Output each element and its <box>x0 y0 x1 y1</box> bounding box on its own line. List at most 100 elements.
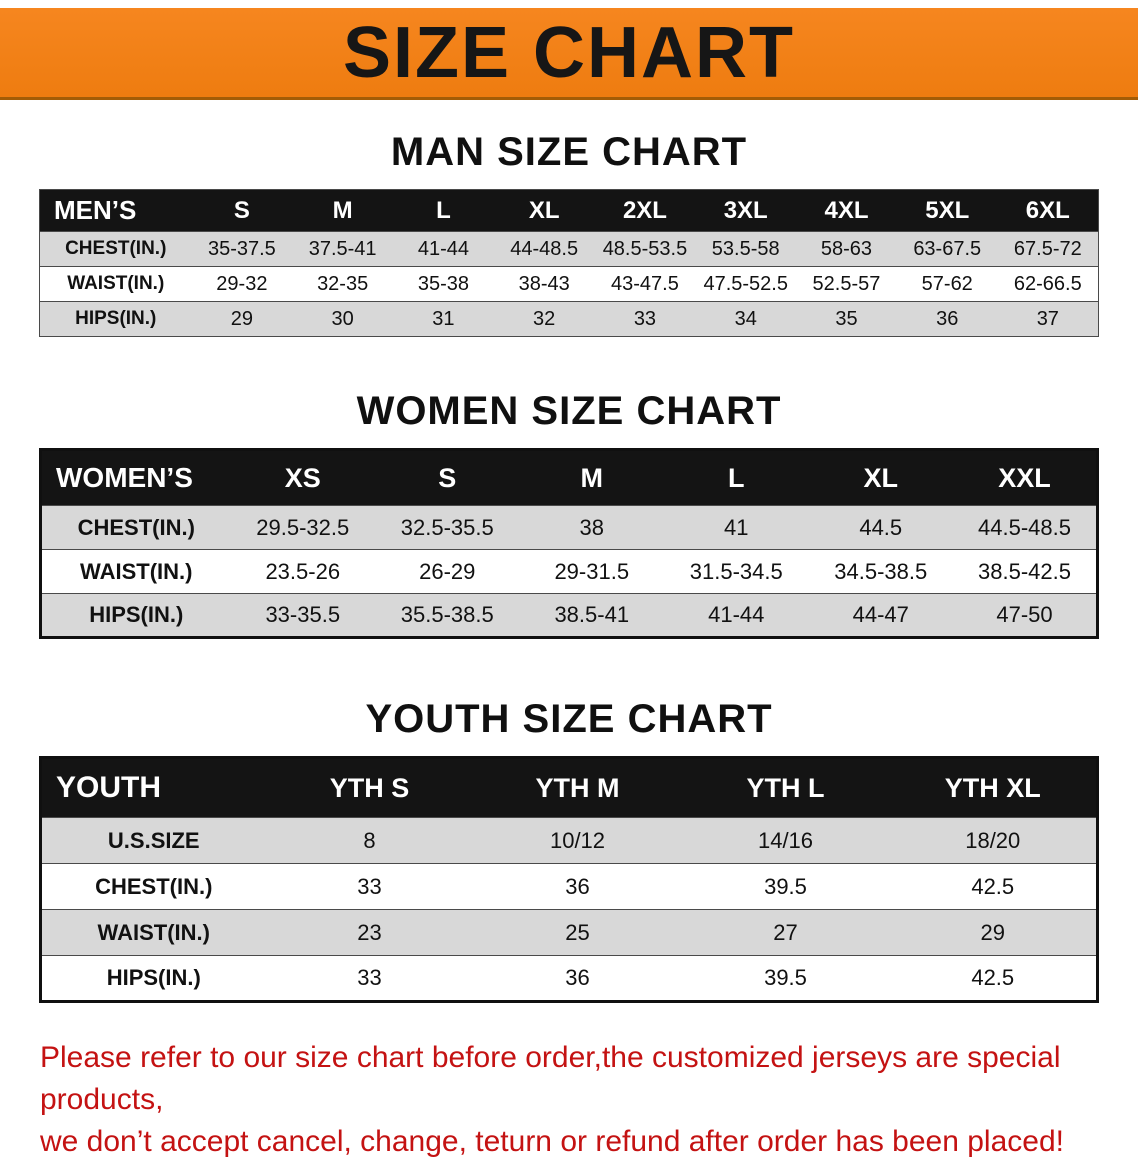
women-section-heading: WOMEN SIZE CHART <box>356 389 782 433</box>
measure-value-cell: 31 <box>393 301 494 337</box>
measure-value-cell: 27 <box>681 909 890 956</box>
measure-value-cell: 41 <box>664 505 809 550</box>
size-column-header: 6XL <box>997 189 1099 232</box>
measure-value-cell: 52.5-57 <box>796 266 897 302</box>
measure-row: HIPS(IN.) 29 30 31 32 33 34 35 36 37 <box>39 301 1099 337</box>
measure-label-cell: CHEST(IN.) <box>40 505 231 550</box>
size-column-header: S <box>191 189 293 232</box>
measure-value-cell: 37 <box>997 301 1099 337</box>
size-column-header: XXL <box>953 449 1098 506</box>
size-column-header: M <box>519 449 664 506</box>
measure-value-cell: 32 <box>493 301 595 337</box>
measure-value-cell: 42.5 <box>889 955 1098 1002</box>
measure-row: CHEST(IN.) 33 36 39.5 42.5 <box>40 863 1098 910</box>
table-title-cell: YOUTH <box>40 757 266 818</box>
size-column-header: XS <box>230 449 375 506</box>
measure-row: HIPS(IN.) 33-35.5 35.5-38.5 38.5-41 41-44 44-… <box>40 593 1098 638</box>
size-column-header: YTH L <box>681 757 890 818</box>
measure-value-cell: 38-43 <box>493 266 595 302</box>
measure-value-cell: 34 <box>695 301 797 337</box>
measure-value-cell: 32-35 <box>292 266 394 302</box>
measure-value-cell: 62-66.5 <box>997 266 1099 302</box>
size-column-header: 5XL <box>896 189 998 232</box>
measure-value-cell: 35 <box>796 301 897 337</box>
measure-value-cell: 44.5-48.5 <box>953 505 1098 550</box>
measure-value-cell: 23.5-26 <box>230 549 375 594</box>
measure-value-cell: 39.5 <box>681 955 890 1002</box>
measure-value-cell: 67.5-72 <box>997 231 1099 267</box>
measure-value-cell: 48.5-53.5 <box>594 231 696 267</box>
women-size-table: WOMEN’S XS S M L XL XXL CHEST(IN.) 29.5-32.5 32.5… <box>39 448 1099 639</box>
measure-value-cell: 32.5-35.5 <box>375 505 520 550</box>
measure-value-cell: 25 <box>473 909 682 956</box>
measure-label-cell: CHEST(IN.) <box>40 863 266 910</box>
measure-label-cell: CHEST(IN.) <box>39 231 192 267</box>
measure-value-cell: 14/16 <box>681 817 890 864</box>
measure-value-cell: 42.5 <box>889 863 1098 910</box>
measure-value-cell: 47.5-52.5 <box>695 266 797 302</box>
section-women: WOMEN SIZE CHART WOMEN’S XS S M L XL XXL CHEST(I… <box>0 389 1138 639</box>
size-column-header: M <box>292 189 394 232</box>
header-row: WOMEN’S XS S M L XL XXL <box>40 449 1098 506</box>
measure-label-cell: HIPS(IN.) <box>40 593 231 638</box>
measure-value-cell: 63-67.5 <box>896 231 998 267</box>
measure-value-cell: 23 <box>265 909 474 956</box>
measure-value-cell: 44.5 <box>808 505 953 550</box>
measure-row: HIPS(IN.) 33 36 39.5 42.5 <box>40 955 1098 1002</box>
size-column-header: L <box>393 189 494 232</box>
measure-row: CHEST(IN.) 29.5-32.5 32.5-35.5 38 41 44.5 44.5… <box>40 505 1098 550</box>
measure-value-cell: 10/12 <box>473 817 682 864</box>
measure-value-cell: 29-32 <box>191 266 293 302</box>
measure-label-cell: U.S.SIZE <box>40 817 266 864</box>
measure-value-cell: 44-48.5 <box>493 231 595 267</box>
measure-row: WAIST(IN.) 29-32 32-35 35-38 38-43 43-47.5 47.… <box>39 266 1099 302</box>
measure-value-cell: 33 <box>594 301 696 337</box>
size-chart-page: SIZE CHART MAN SIZE CHART MEN’S S M L XL 2XL 3X… <box>0 8 1138 1163</box>
disclaimer-line-1: Please refer to our size chart before or… <box>40 1041 1061 1116</box>
men-section-heading: MAN SIZE CHART <box>390 130 748 174</box>
measure-value-cell: 57-62 <box>896 266 998 302</box>
youth-size-table: YOUTH YTH S YTH M YTH L YTH XL U.S.SIZE 8 10/12… <box>39 756 1099 1003</box>
measure-value-cell: 29-31.5 <box>519 549 664 594</box>
measure-value-cell: 36 <box>473 955 682 1002</box>
header-row: YOUTH YTH S YTH M YTH L YTH XL <box>40 757 1098 818</box>
measure-value-cell: 18/20 <box>889 817 1098 864</box>
measure-label-cell: WAIST(IN.) <box>39 266 192 302</box>
measure-value-cell: 29 <box>191 301 293 337</box>
men-size-table: MEN’S S M L XL 2XL 3XL 4XL 5XL 6XL CHEST(IN.) 35-37… <box>39 189 1099 337</box>
measure-value-cell: 36 <box>473 863 682 910</box>
measure-value-cell: 33-35.5 <box>230 593 375 638</box>
measure-value-cell: 8 <box>265 817 474 864</box>
measure-value-cell: 35-37.5 <box>191 231 293 267</box>
size-column-header: 3XL <box>695 189 797 232</box>
size-column-header: S <box>375 449 520 506</box>
measure-value-cell: 33 <box>265 863 474 910</box>
section-youth: YOUTH SIZE CHART YOUTH YTH S YTH M YTH L YTH … <box>0 697 1138 1003</box>
measure-label-cell: WAIST(IN.) <box>40 909 266 956</box>
size-column-header: XL <box>808 449 953 506</box>
measure-value-cell: 29.5-32.5 <box>230 505 375 550</box>
measure-value-cell: 31.5-34.5 <box>664 549 809 594</box>
measure-value-cell: 58-63 <box>796 231 897 267</box>
disclaimer-line-2: we don’t accept cancel, change, teturn o… <box>40 1125 1064 1158</box>
measure-label-cell: HIPS(IN.) <box>39 301 192 337</box>
measure-value-cell: 53.5-58 <box>695 231 797 267</box>
measure-row: WAIST(IN.) 23.5-26 26-29 29-31.5 31.5-34.5 34… <box>40 549 1098 594</box>
measure-value-cell: 38 <box>519 505 664 550</box>
section-men: MAN SIZE CHART MEN’S S M L XL 2XL 3XL 4XL 5XL 6XL C… <box>0 130 1138 337</box>
measure-value-cell: 47-50 <box>953 593 1098 638</box>
youth-section-heading: YOUTH SIZE CHART <box>365 697 773 741</box>
size-column-header: 2XL <box>594 189 696 232</box>
size-column-header: YTH S <box>265 757 474 818</box>
measure-value-cell: 34.5-38.5 <box>808 549 953 594</box>
measure-value-cell: 35.5-38.5 <box>375 593 520 638</box>
table-title-cell: MEN’S <box>39 189 192 232</box>
size-column-header: XL <box>493 189 595 232</box>
measure-value-cell: 30 <box>292 301 394 337</box>
measure-value-cell: 35-38 <box>393 266 494 302</box>
measure-row: U.S.SIZE 8 10/12 14/16 18/20 <box>40 817 1098 864</box>
chart-sections: MAN SIZE CHART MEN’S S M L XL 2XL 3XL 4XL 5XL 6XL C… <box>0 130 1138 1003</box>
measure-value-cell: 38.5-41 <box>519 593 664 638</box>
header-row: MEN’S S M L XL 2XL 3XL 4XL 5XL 6XL <box>39 189 1099 232</box>
measure-value-cell: 36 <box>896 301 998 337</box>
